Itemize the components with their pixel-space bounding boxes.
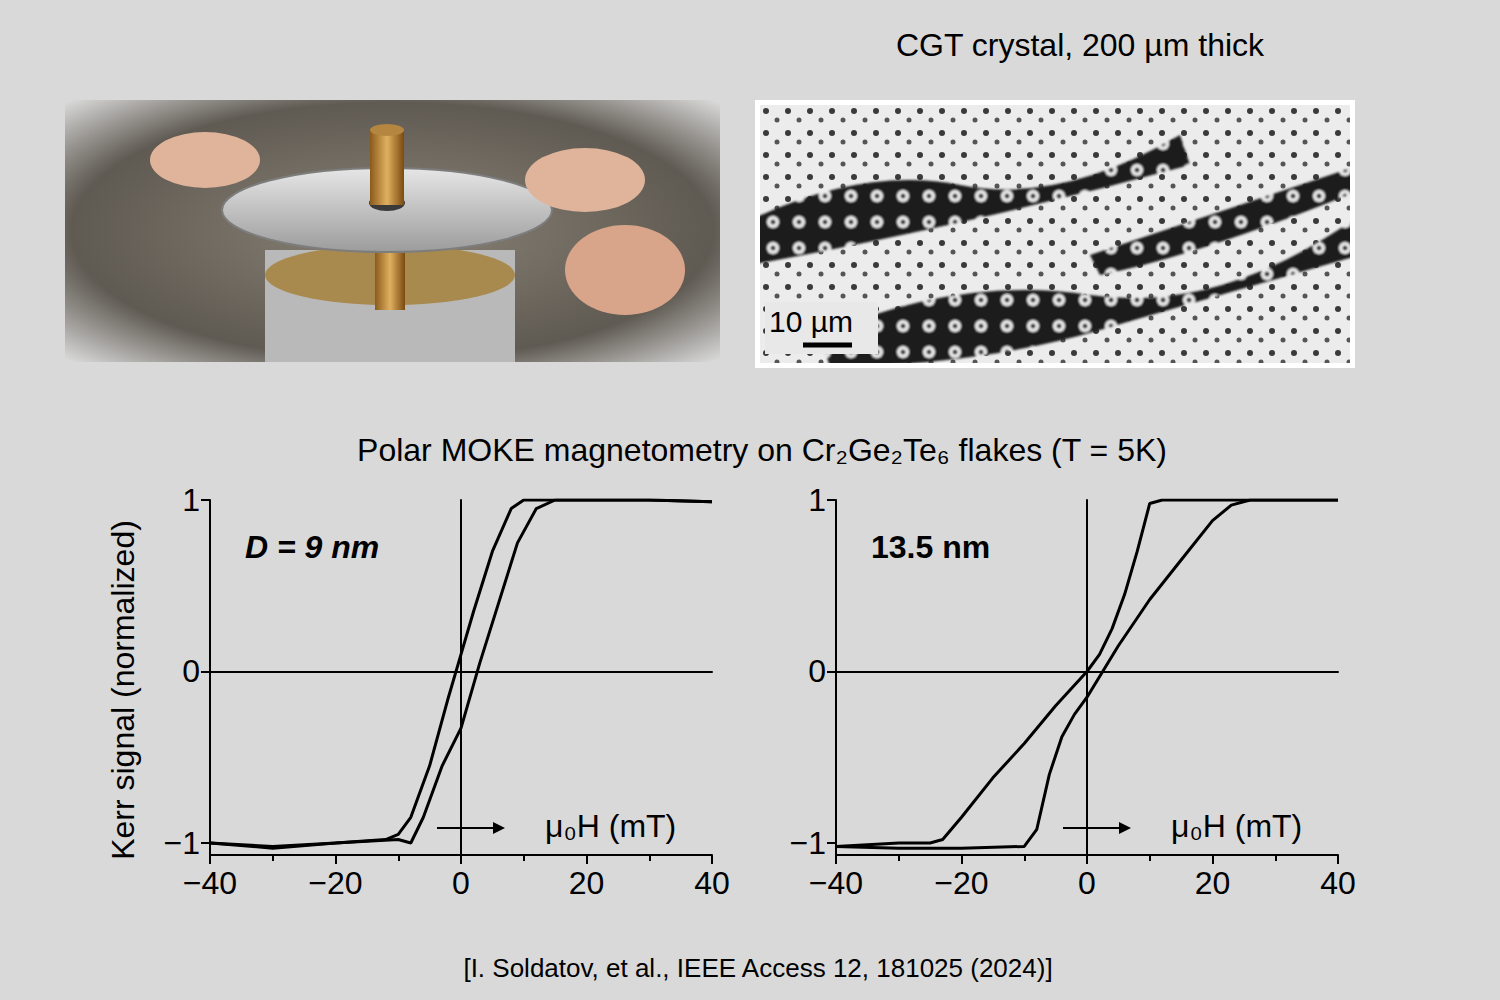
svg-text:13.5 nm: 13.5 nm xyxy=(871,529,990,565)
svg-text:40: 40 xyxy=(694,865,730,901)
svg-text:D = 9 nm: D = 9 nm xyxy=(245,529,379,565)
svg-text:CGT crystal, 200 µm thick: CGT crystal, 200 µm thick xyxy=(896,27,1265,63)
svg-text:μ₀H (mT): μ₀H (mT) xyxy=(1171,808,1302,844)
svg-text:10 µm: 10 µm xyxy=(769,305,853,338)
svg-text:0: 0 xyxy=(1078,865,1096,901)
svg-text:−40: −40 xyxy=(183,865,237,901)
svg-text:20: 20 xyxy=(569,865,605,901)
svg-text:−20: −20 xyxy=(308,865,362,901)
svg-text:0: 0 xyxy=(452,865,470,901)
svg-text:Polar MOKE magnetometry on Cr₂: Polar MOKE magnetometry on Cr₂Ge₂Te₆ fla… xyxy=(357,432,1167,468)
svg-text:−20: −20 xyxy=(934,865,988,901)
svg-text:μ₀H (mT): μ₀H (mT) xyxy=(545,808,676,844)
svg-text:40: 40 xyxy=(1320,865,1356,901)
svg-text:20: 20 xyxy=(1195,865,1231,901)
svg-text:1: 1 xyxy=(182,482,200,518)
svg-text:−1: −1 xyxy=(164,825,200,861)
svg-text:0: 0 xyxy=(182,653,200,689)
svg-text:[I. Soldatov, et al., IEEE Acc: [I. Soldatov, et al., IEEE Access 12, 18… xyxy=(463,953,1052,983)
svg-text:Kerr signal (normalized): Kerr signal (normalized) xyxy=(105,520,141,860)
svg-text:−1: −1 xyxy=(790,825,826,861)
svg-text:0: 0 xyxy=(808,653,826,689)
svg-text:1: 1 xyxy=(808,482,826,518)
svg-text:−40: −40 xyxy=(809,865,863,901)
